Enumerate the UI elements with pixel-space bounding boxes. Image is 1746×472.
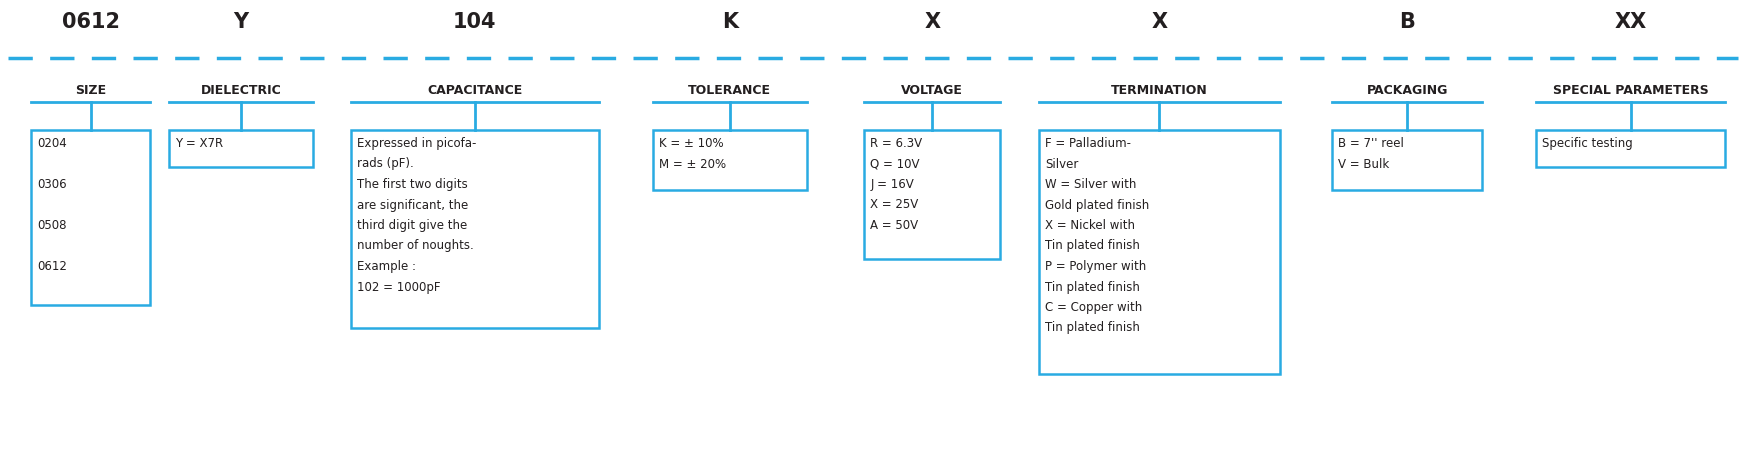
FancyBboxPatch shape xyxy=(351,130,599,328)
FancyBboxPatch shape xyxy=(653,130,807,190)
Text: R = 6.3V
Q = 10V
J = 16V
X = 25V
A = 50V: R = 6.3V Q = 10V J = 16V X = 25V A = 50V xyxy=(870,137,922,232)
Text: TERMINATION: TERMINATION xyxy=(1110,84,1208,97)
FancyBboxPatch shape xyxy=(1039,130,1280,374)
Text: SPECIAL PARAMETERS: SPECIAL PARAMETERS xyxy=(1552,84,1709,97)
Text: K = ± 10%
M = ± 20%: K = ± 10% M = ± 20% xyxy=(658,137,726,170)
Text: TOLERANCE: TOLERANCE xyxy=(688,84,772,97)
FancyBboxPatch shape xyxy=(169,130,313,167)
Text: CAPACITANCE: CAPACITANCE xyxy=(428,84,522,97)
Text: PACKAGING: PACKAGING xyxy=(1367,84,1447,97)
FancyBboxPatch shape xyxy=(1536,130,1725,167)
Text: B: B xyxy=(1399,12,1416,32)
Text: Y = X7R: Y = X7R xyxy=(175,137,223,150)
Text: Expressed in picofa-
rads (pF).
The first two digits
are significant, the
third : Expressed in picofa- rads (pF). The firs… xyxy=(356,137,477,294)
Text: 0612: 0612 xyxy=(61,12,120,32)
Text: X: X xyxy=(924,12,941,32)
Text: X: X xyxy=(1151,12,1168,32)
Text: K: K xyxy=(721,12,739,32)
Text: 104: 104 xyxy=(454,12,496,32)
Text: DIELECTRIC: DIELECTRIC xyxy=(201,84,281,97)
FancyBboxPatch shape xyxy=(1332,130,1482,190)
Text: F = Palladium-
Silver
W = Silver with
Gold plated finish
X = Nickel with
Tin pla: F = Palladium- Silver W = Silver with Go… xyxy=(1044,137,1149,335)
Text: Y: Y xyxy=(234,12,248,32)
Text: SIZE: SIZE xyxy=(75,84,107,97)
Text: Specific testing: Specific testing xyxy=(1542,137,1633,150)
FancyBboxPatch shape xyxy=(864,130,1000,259)
Text: VOLTAGE: VOLTAGE xyxy=(901,84,964,97)
FancyBboxPatch shape xyxy=(31,130,150,305)
Text: 0204

0306

0508

0612: 0204 0306 0508 0612 xyxy=(37,137,68,273)
Text: XX: XX xyxy=(1615,12,1646,32)
Text: B = 7'' reel
V = Bulk: B = 7'' reel V = Bulk xyxy=(1337,137,1404,170)
